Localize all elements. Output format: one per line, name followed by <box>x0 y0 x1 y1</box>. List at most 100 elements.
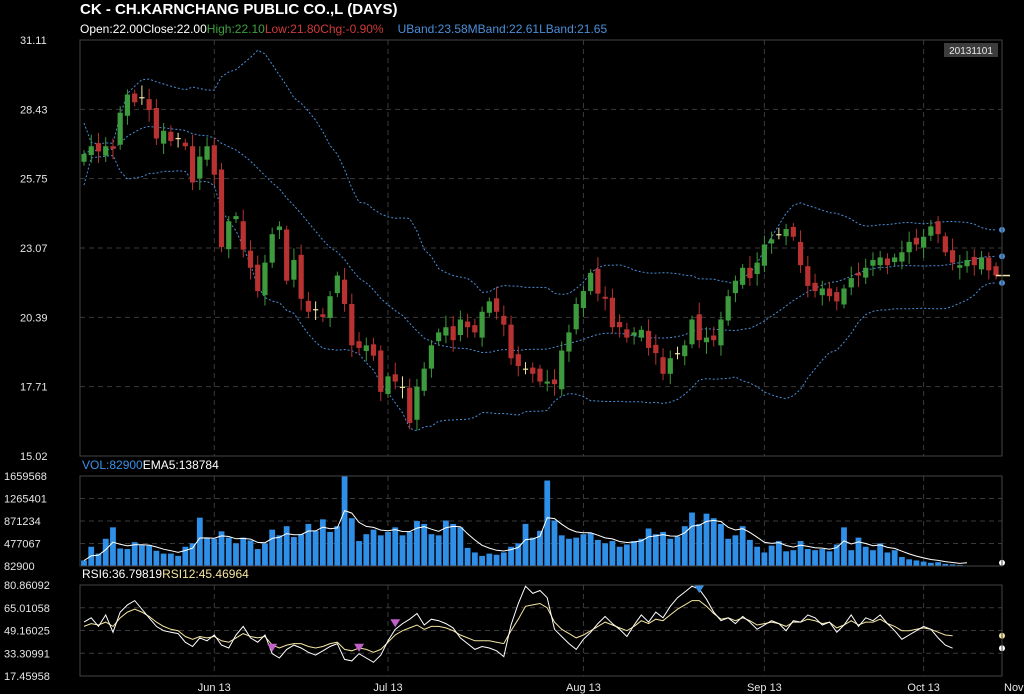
candle-body <box>978 257 985 270</box>
candle-body <box>146 99 152 111</box>
candle-body <box>899 252 905 262</box>
candle-body <box>537 368 543 382</box>
volume-bar <box>479 555 485 566</box>
volume-bar <box>225 537 232 566</box>
candle-body <box>942 236 948 253</box>
volume-ytick: 871234 <box>4 516 41 528</box>
volume-bar <box>725 538 732 566</box>
candle-body <box>790 226 796 237</box>
price-ytick: 15.02 <box>20 451 48 463</box>
bollinger-middle <box>83 125 997 354</box>
candle-body <box>255 264 261 292</box>
volume-bar <box>797 541 804 566</box>
axes <box>79 39 1003 677</box>
candle-body <box>356 341 362 348</box>
rsi-header: RSI6:36.79819RSI12:45.46964 <box>82 567 249 581</box>
price-ytick: 17.71 <box>20 382 48 394</box>
price-ytick: 20.39 <box>20 312 48 324</box>
candle-body <box>486 301 492 313</box>
volume-bar <box>204 537 210 566</box>
candle-body <box>761 244 767 266</box>
volume-bar <box>298 534 305 566</box>
candle-body <box>863 267 869 278</box>
candle-body <box>182 142 188 147</box>
volume-bar <box>739 526 746 566</box>
vol-text: VOL:82900 <box>82 458 143 472</box>
volume-header: VOL:82900EMA5:138784 <box>82 458 219 472</box>
candle-body <box>638 329 644 338</box>
candle-body <box>826 288 833 297</box>
rsi-panel <box>83 585 1005 663</box>
uband-label: UBand: <box>397 22 438 36</box>
candle-body <box>493 298 500 312</box>
volume-ema-line <box>83 509 968 564</box>
candle-body <box>341 279 348 304</box>
candle-body <box>689 319 695 345</box>
volume-bar <box>732 535 739 566</box>
candle-body <box>645 330 652 348</box>
volume-ytick: 82900 <box>4 561 35 573</box>
volume-bar <box>833 544 840 566</box>
volume-bar <box>196 517 203 566</box>
candle-body <box>551 379 558 385</box>
candle-body <box>385 376 391 394</box>
volume-bar <box>435 535 442 566</box>
panel-frame-2 <box>79 584 1003 677</box>
rsi-ytick: 49.16025 <box>4 626 50 638</box>
candle-body <box>313 309 319 311</box>
candle-body <box>776 234 782 236</box>
volume-bar <box>262 543 268 566</box>
panel-frame-1 <box>79 475 1003 567</box>
candle-body <box>631 332 637 336</box>
volume-bar <box>414 521 420 566</box>
volume-bar <box>139 545 145 566</box>
candle-body <box>436 332 442 342</box>
volume-bar <box>428 534 435 566</box>
volume-bar <box>638 538 645 566</box>
candle-body <box>305 300 311 312</box>
volume-bar <box>348 518 355 566</box>
rsi6-line <box>83 585 953 663</box>
volume-bar <box>935 562 941 566</box>
candle-body <box>247 250 254 268</box>
low-value: 21.80 <box>290 22 321 36</box>
axis-labels: 31.11 28.43 25.75 23.07 20.39 17.71 15.02 16595… <box>4 35 1024 694</box>
volume-bar <box>595 539 601 566</box>
volume-panel <box>81 476 1005 566</box>
volume-bar <box>696 523 703 566</box>
candle-body <box>421 368 427 391</box>
rsi-oversold-marker <box>390 619 401 628</box>
rsi12-line <box>83 600 953 653</box>
volume-bar <box>457 527 464 566</box>
candle-body <box>472 325 478 333</box>
volume-bar <box>623 544 630 566</box>
candle-body <box>153 107 159 139</box>
candle-body <box>718 319 724 346</box>
volume-bar <box>580 534 587 566</box>
candle-body <box>443 327 449 336</box>
candle-body <box>906 241 912 253</box>
candle-body <box>667 358 673 374</box>
volume-bar <box>942 563 949 566</box>
volume-bar <box>283 526 290 566</box>
candle-body <box>501 315 507 325</box>
volume-bar <box>537 530 543 566</box>
volume-bar <box>319 519 326 566</box>
volume-bar <box>783 551 789 566</box>
open-label: Open: <box>80 22 113 36</box>
candle-body <box>855 272 862 276</box>
x-tick-label: Oct 13 <box>907 682 939 694</box>
volume-bar <box>667 538 674 566</box>
candle-body <box>805 266 811 286</box>
date-badge-text: 20131101 <box>949 46 993 57</box>
volume-bar <box>573 537 580 566</box>
candle-body <box>110 146 116 149</box>
open-value: 22.00 <box>112 22 143 36</box>
volume-bar <box>689 512 695 566</box>
volume-bar <box>291 537 297 566</box>
candle-body <box>515 354 521 367</box>
volume-bar <box>703 513 710 566</box>
volume-bar <box>124 549 131 566</box>
candle-body <box>334 275 340 294</box>
